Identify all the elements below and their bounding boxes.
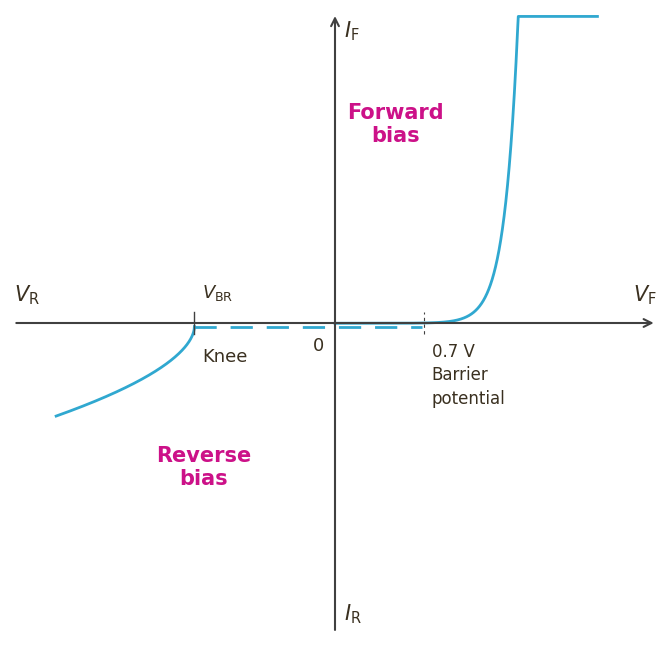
Text: Reverse
bias: Reverse bias xyxy=(156,446,251,489)
Text: 0.7 V
Barrier
potential: 0.7 V Barrier potential xyxy=(431,343,505,408)
Text: Forward
bias: Forward bias xyxy=(348,103,444,146)
Text: $V_\mathsf{BR}$: $V_\mathsf{BR}$ xyxy=(202,283,233,303)
Text: Knee: Knee xyxy=(202,348,247,366)
Text: $V_\mathsf{R}$: $V_\mathsf{R}$ xyxy=(13,283,40,307)
Text: $I_\mathsf{F}$: $I_\mathsf{F}$ xyxy=(344,19,360,43)
Text: $V_\mathsf{F}$: $V_\mathsf{F}$ xyxy=(632,283,657,307)
Text: 0: 0 xyxy=(312,337,324,355)
Text: $I_\mathsf{R}$: $I_\mathsf{R}$ xyxy=(344,603,362,627)
